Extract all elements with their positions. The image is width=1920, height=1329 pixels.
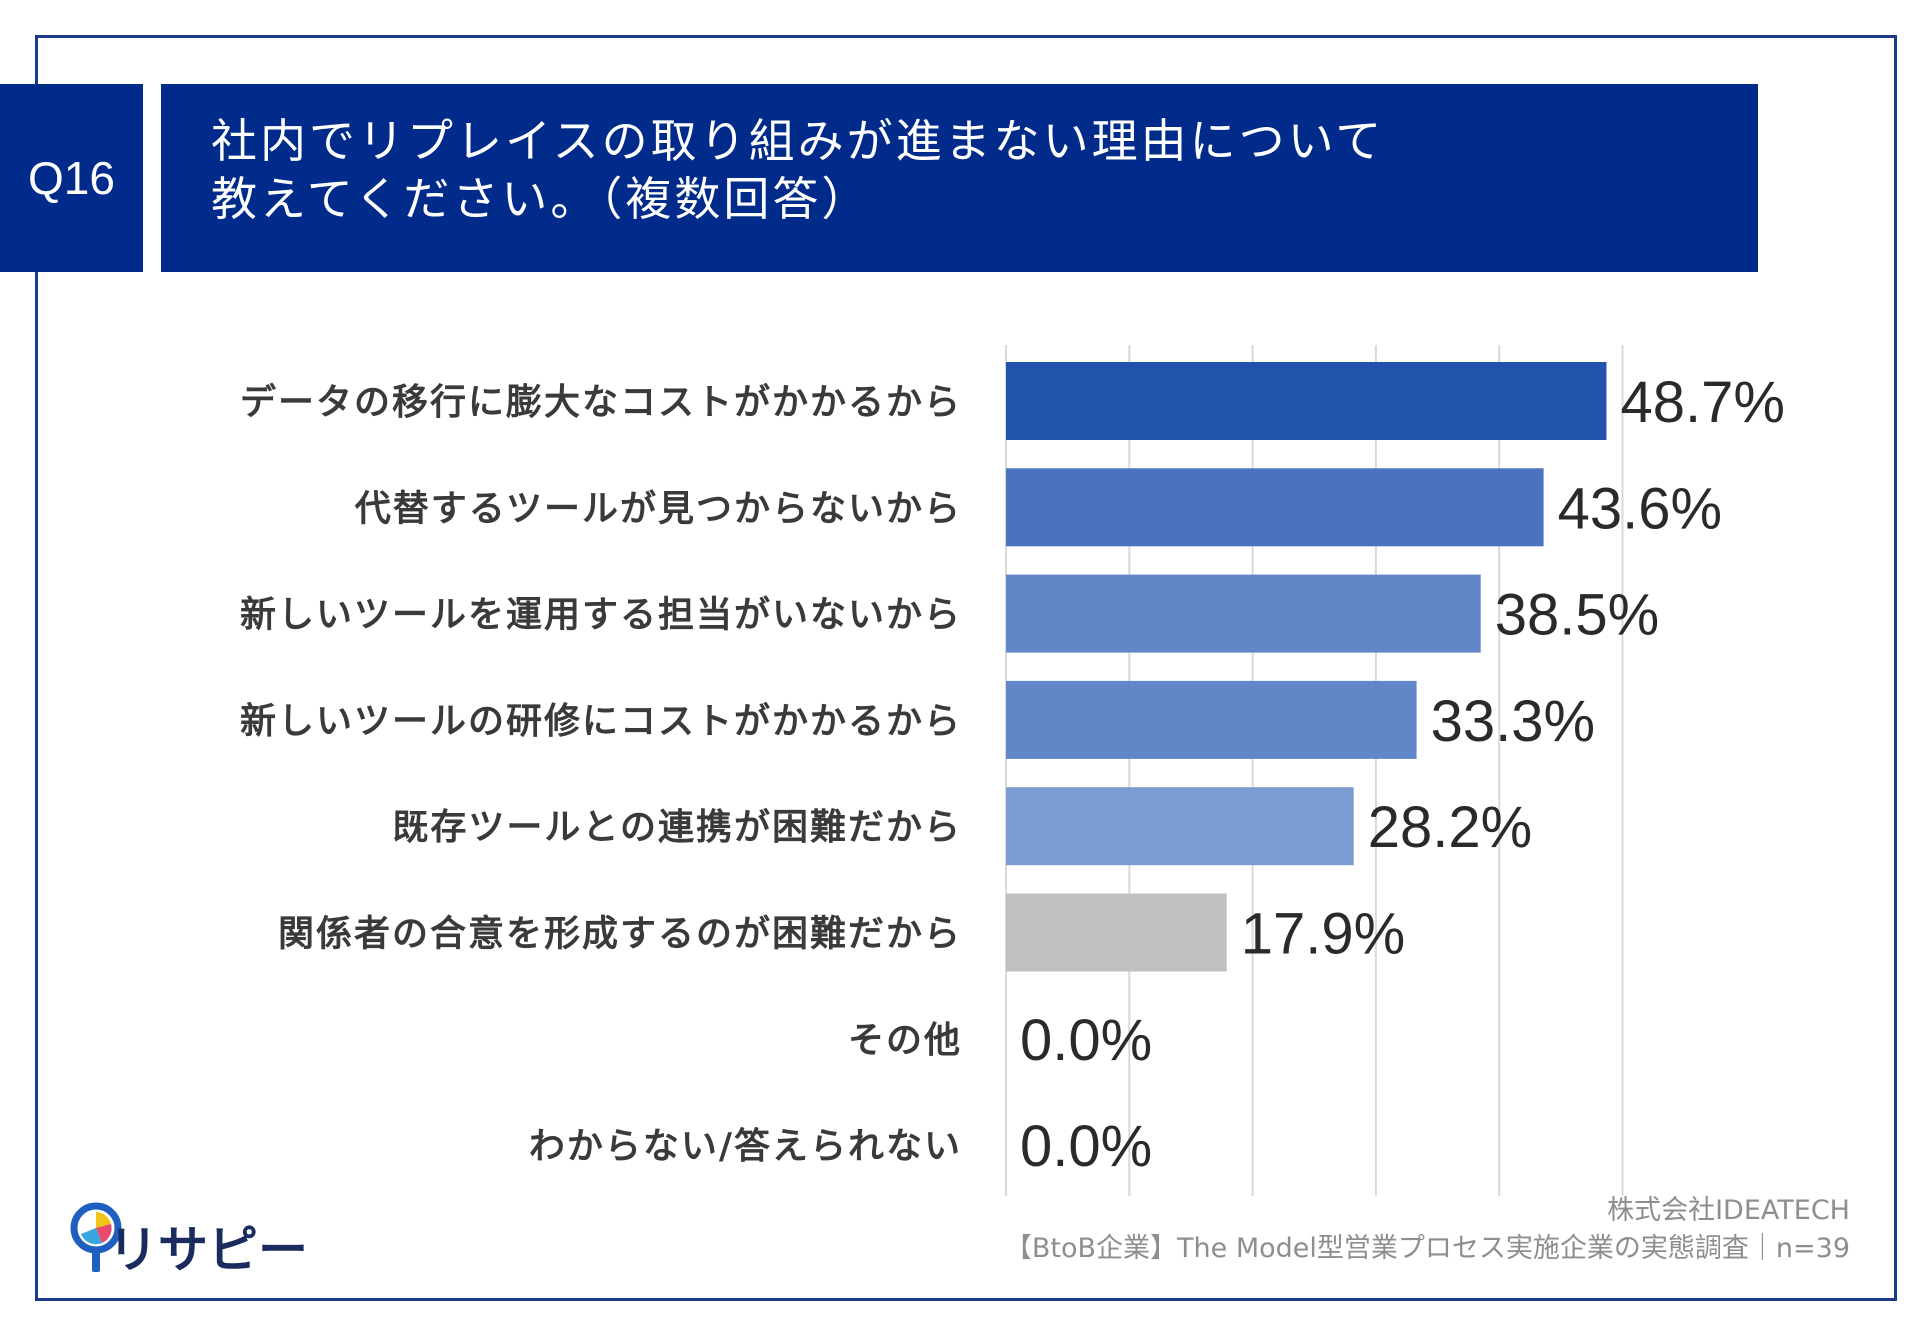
category-label: 既存ツールとの連携が困難だから [392,807,962,848]
bar [1006,574,1481,653]
bar [1006,468,1544,547]
category-label: 関係者の合意を形成するのが困難だから [278,914,962,955]
value-label: 0.0% [1020,1114,1152,1179]
question-title-line-2: 教えてください。（複数回答） [211,172,871,226]
bar [1006,680,1417,759]
bar-layer [1006,362,1607,972]
category-label: 代替するツールが見つからないから [354,488,962,529]
logo-text: リサピー [108,1221,308,1279]
category-label: 新しいツールを運用する担当がいないから [240,595,962,636]
category-label: その他 [848,1020,962,1061]
value-label: 38.5% [1495,583,1659,648]
value-label: 48.7% [1620,370,1784,435]
category-label: 新しいツールの研修にコストがかかるから [240,701,962,742]
label-layer: データの移行に膨大なコストがかかるから 48.7% 代替するツールが見つからないから… [240,370,1785,1179]
bar [1006,362,1607,440]
question-title-box: 社内でリプレイスの取り組みが進まない理由について 教えてください。（複数回答） [161,84,1758,272]
value-label: 28.2% [1368,795,1532,860]
value-label: 43.6% [1558,476,1722,541]
value-label: 0.0% [1020,1008,1152,1073]
category-label: データの移行に膨大なコストがかかるから [240,381,962,423]
category-label: わからない/答えられない [529,1126,962,1167]
value-label: 33.3% [1431,689,1595,754]
footer-company: 株式会社IDEATECH [1607,1195,1850,1226]
footer-source: 【BtoB企業】The Model型営業プロセス実施企業の実態調査｜n=39 [1004,1233,1850,1264]
risapi-logo-icon [70,1202,122,1272]
question-number-badge: Q16 [0,84,143,272]
question-title-line-1: 社内でリプレイスの取り組みが進まない理由について [211,114,1385,168]
bar [1006,787,1354,866]
bar [1006,893,1227,972]
value-label: 17.9% [1241,902,1405,967]
frame-border [35,35,1897,1301]
question-number: Q16 [28,152,115,204]
footer: 株式会社IDEATECH 【BtoB企業】The Model型営業プロセス実施企… [1005,1192,1850,1268]
